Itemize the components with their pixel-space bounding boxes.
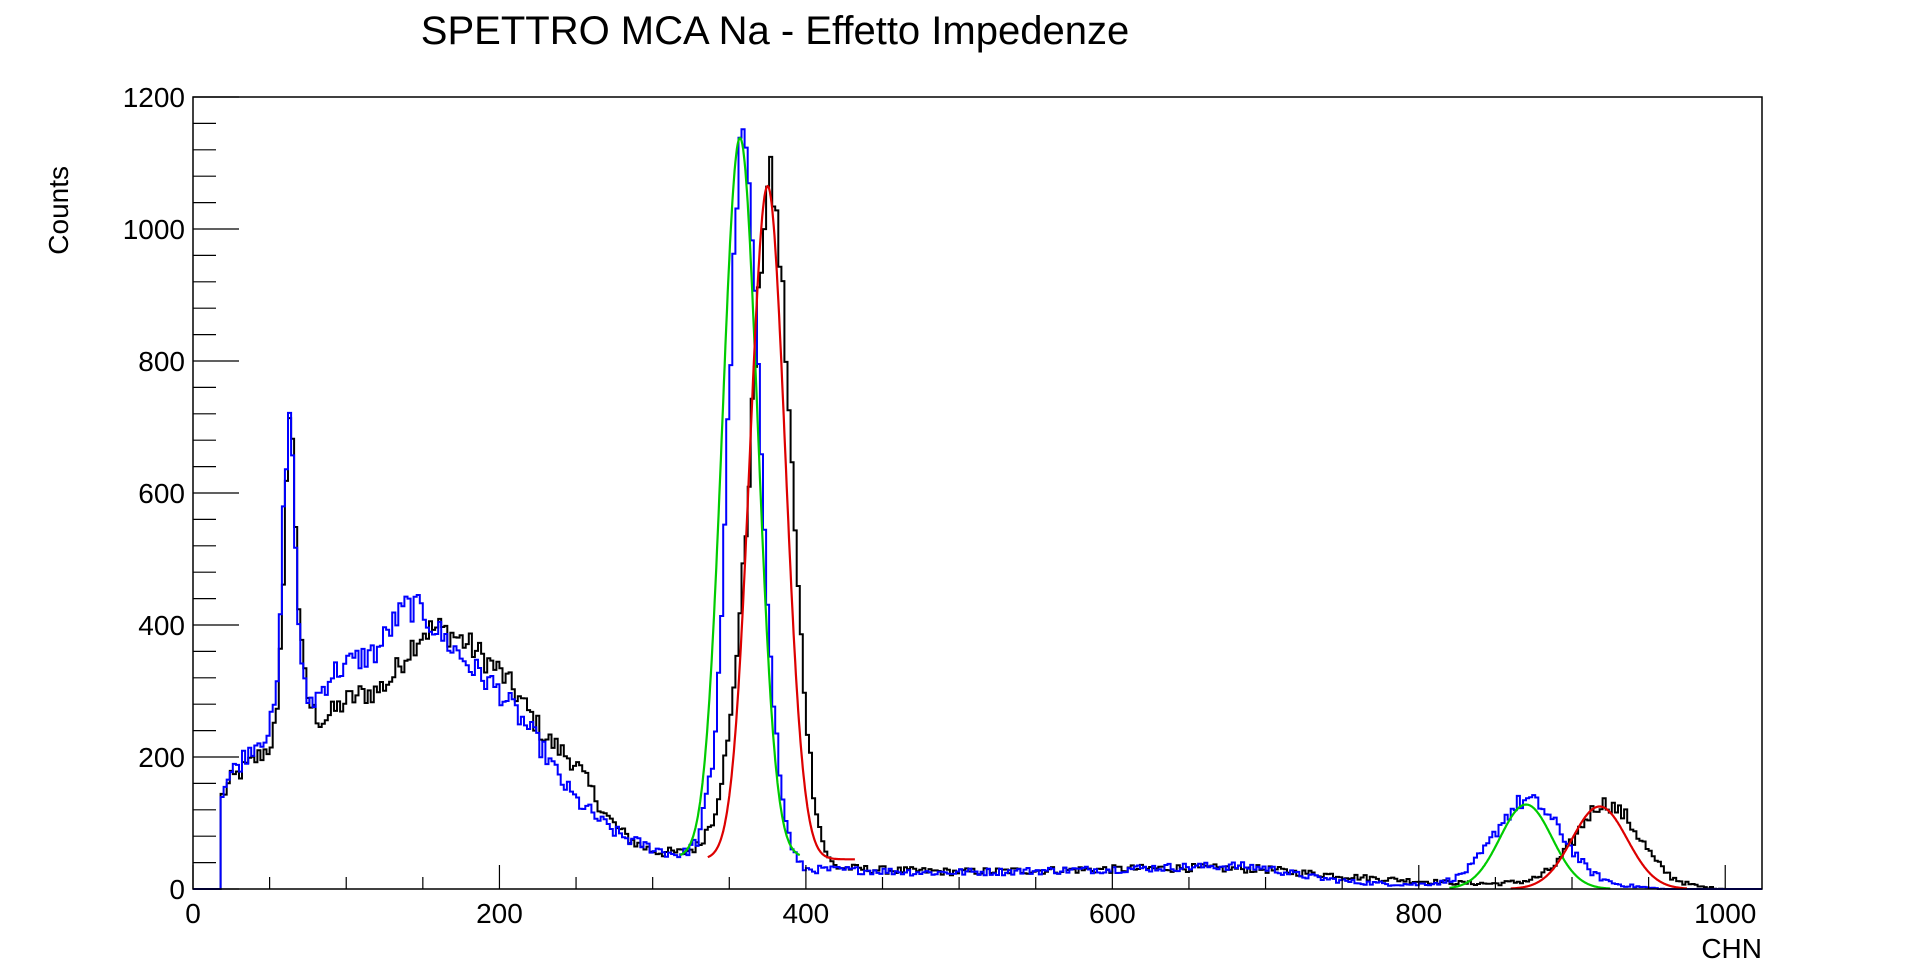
x-tick-label: 1000 <box>1694 898 1756 929</box>
x-tick-label: 400 <box>783 898 830 929</box>
x-tick-label: 200 <box>476 898 523 929</box>
y-tick-label: 0 <box>169 874 185 905</box>
series-layer <box>193 128 1762 890</box>
y-tick-label: 600 <box>138 478 185 509</box>
fit-curve-3 <box>707 184 855 861</box>
x-axis-label: CHN <box>1701 933 1762 964</box>
x-tick-label: 0 <box>185 898 201 929</box>
fit-curve-2 <box>679 136 801 857</box>
fit-curve-5 <box>1510 805 1688 890</box>
chart-title: SPETTRO MCA Na - Effetto Impedenze <box>421 9 1129 53</box>
axes-layer: 0 200 400 600 800 1000 0 200 400 600 800 1000 1200 <box>123 82 1757 929</box>
y-tick-label: 200 <box>138 742 185 773</box>
y-tick-label: 800 <box>138 346 185 377</box>
y-tick-label: 1000 <box>123 214 185 245</box>
histogram-series-1 <box>193 128 1762 890</box>
x-tick-label: 600 <box>1089 898 1136 929</box>
fit-curve-4 <box>1449 803 1611 890</box>
y-tick-label: 1200 <box>123 82 185 113</box>
x-tick-label: 800 <box>1395 898 1442 929</box>
plot-frame <box>192 96 1763 890</box>
histogram-series-0 <box>193 155 1762 890</box>
y-axis-label: Counts <box>43 166 74 255</box>
y-tick-label: 400 <box>138 610 185 641</box>
